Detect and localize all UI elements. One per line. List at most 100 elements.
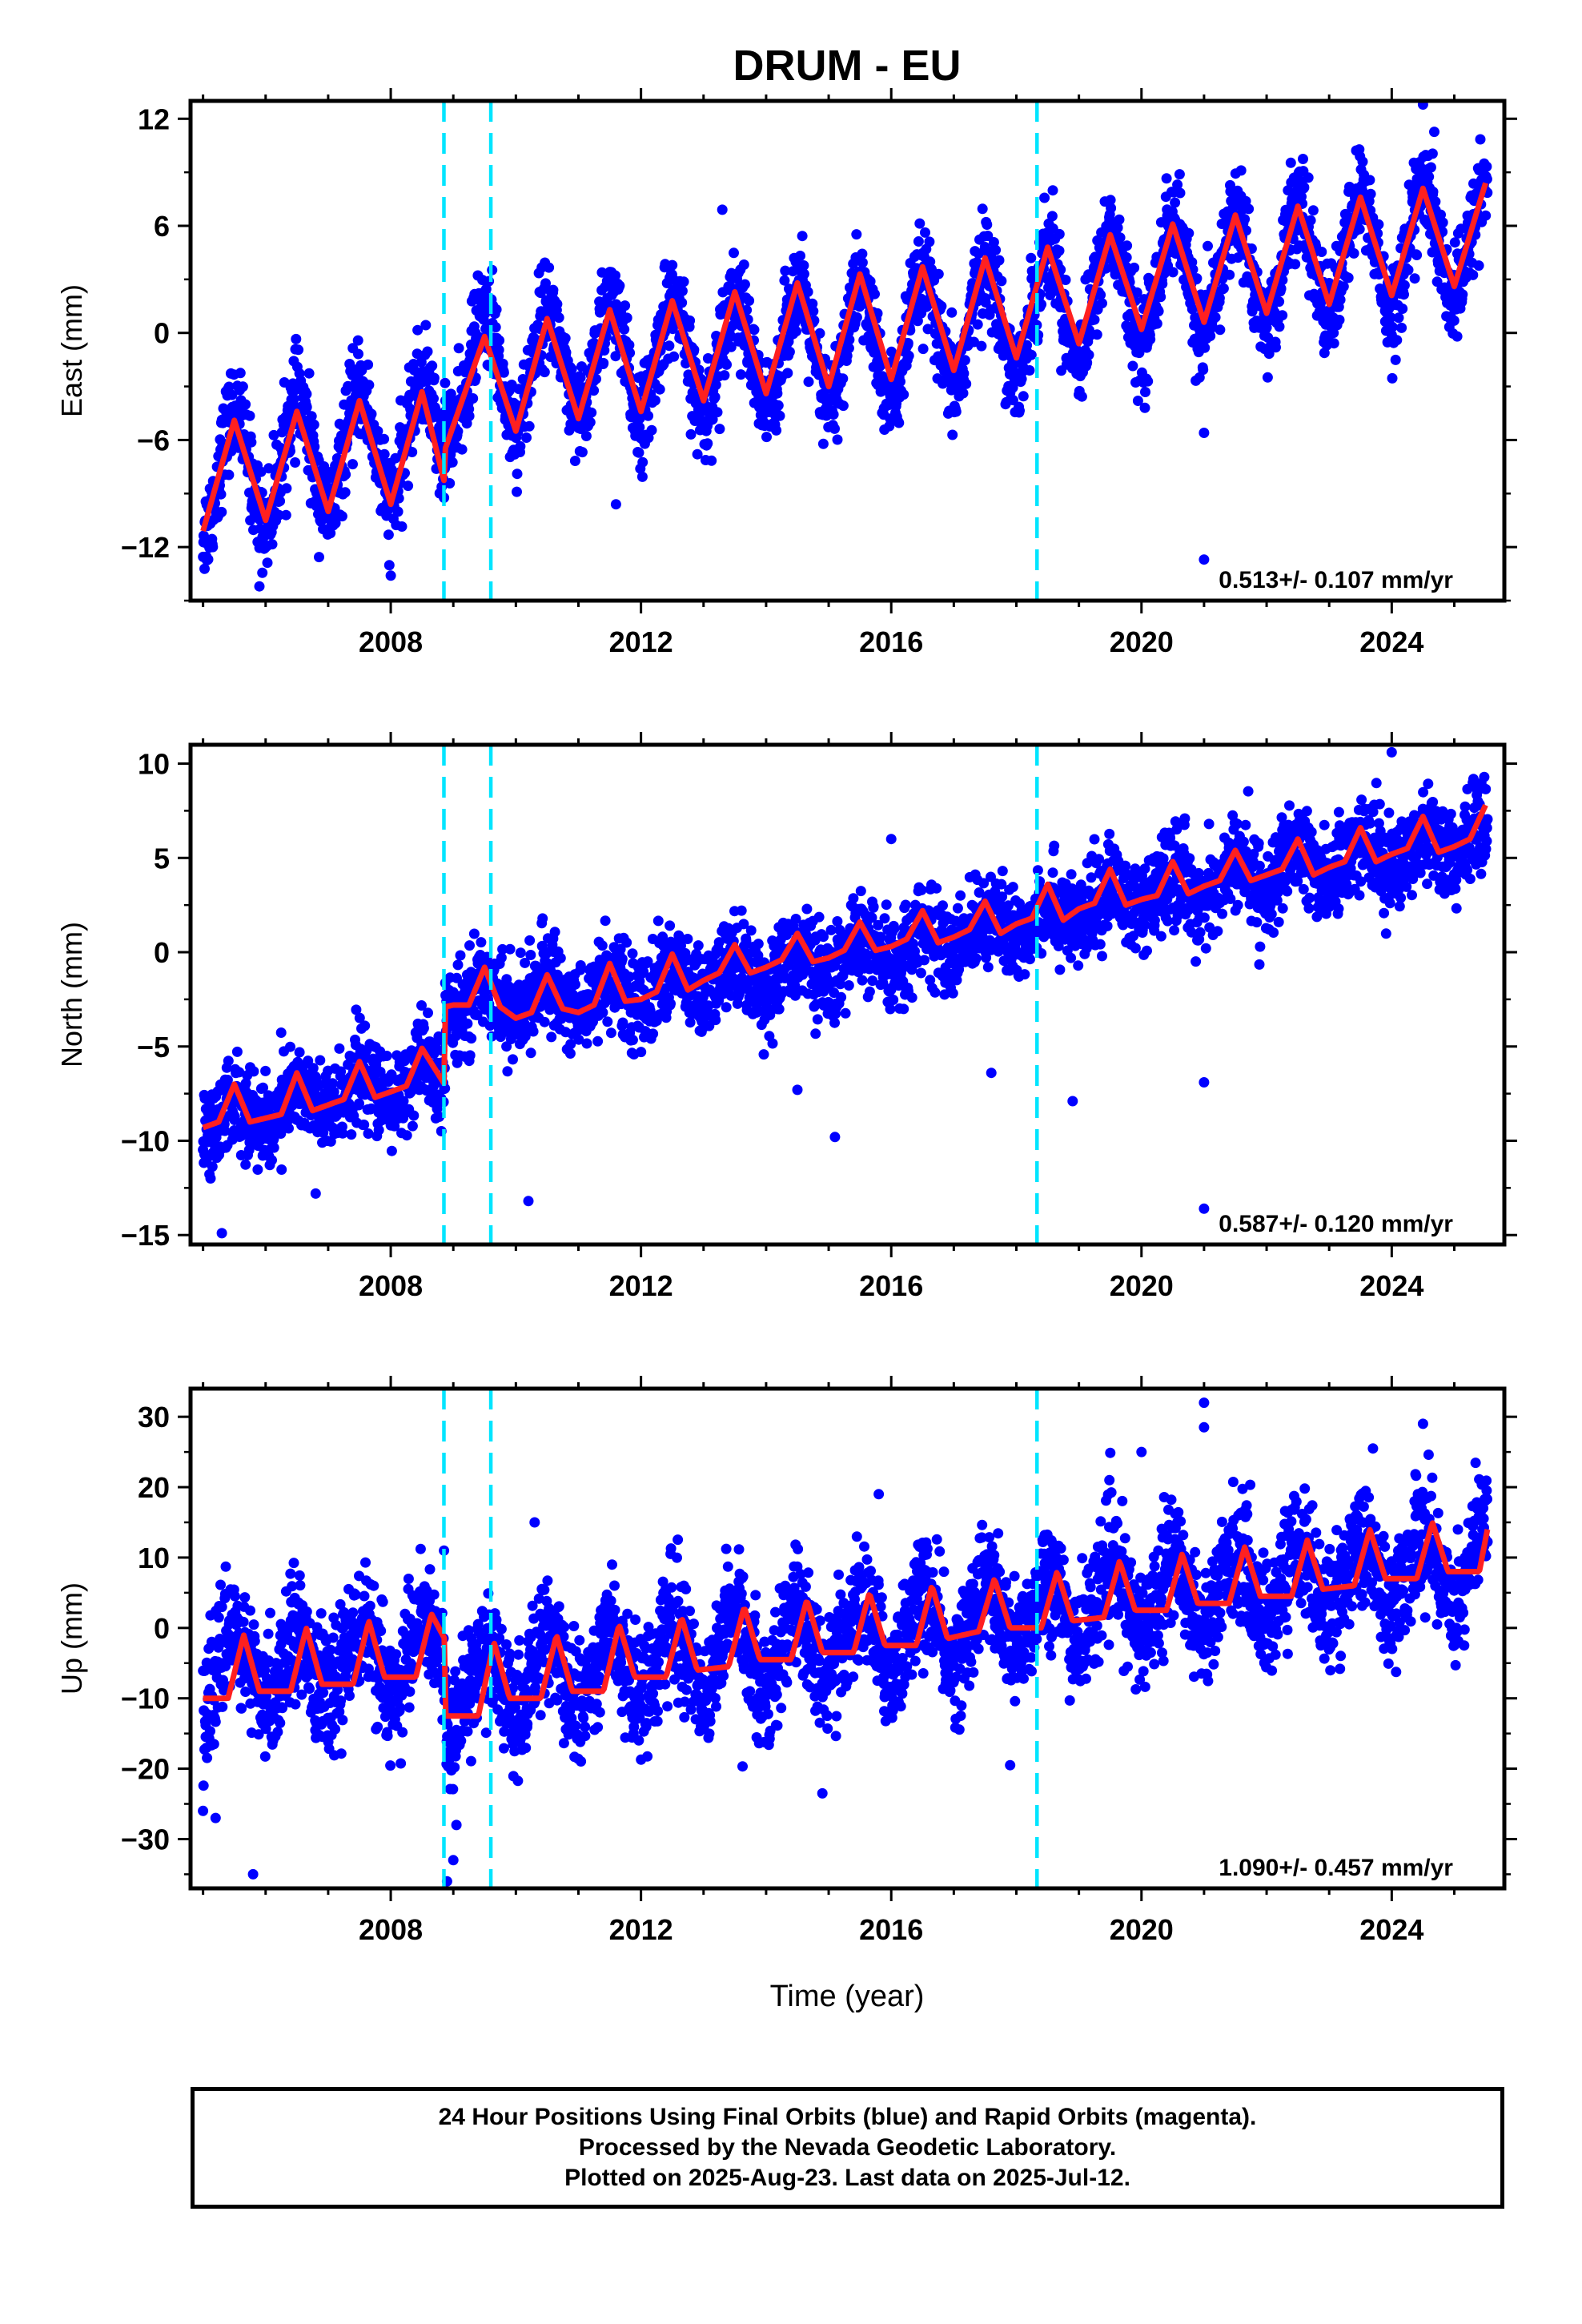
data-point <box>1475 134 1486 145</box>
data-point <box>1095 289 1106 300</box>
plot-area-north <box>198 745 1493 1244</box>
data-point <box>1299 182 1310 193</box>
data-point <box>619 324 630 335</box>
data-point <box>588 385 600 396</box>
data-point <box>1457 289 1468 300</box>
outlier-point <box>1417 101 1428 110</box>
data-point <box>434 1112 445 1122</box>
data-point <box>1112 222 1123 233</box>
data-point <box>933 268 944 279</box>
data-point <box>346 1129 357 1140</box>
data-point <box>771 424 782 436</box>
data-point <box>982 219 993 230</box>
data-point <box>646 424 657 436</box>
data-point <box>235 368 246 379</box>
data-point <box>817 438 829 449</box>
data-point <box>1427 148 1438 159</box>
rate-label-east: 0.513+/- 0.107 mm/yr <box>1219 567 1453 593</box>
data-point <box>366 408 377 420</box>
outlier-point <box>1199 554 1210 565</box>
data-point <box>555 952 566 963</box>
data-point <box>832 434 843 445</box>
data-point <box>280 509 291 521</box>
data-point <box>396 521 408 532</box>
data-point <box>352 335 363 346</box>
data-point <box>1243 203 1255 215</box>
data-point <box>546 1031 557 1043</box>
data-point <box>1046 211 1058 222</box>
data-point <box>844 334 855 345</box>
data-point <box>621 937 632 948</box>
data-point <box>393 493 404 504</box>
data-point <box>1114 214 1125 225</box>
data-point <box>610 351 621 362</box>
data-point <box>539 367 550 378</box>
data-point <box>512 486 522 497</box>
x-tick-label: 2020 <box>1110 625 1174 658</box>
data-point <box>347 459 358 470</box>
data-point <box>1468 269 1479 280</box>
data-point <box>372 425 383 436</box>
data-point <box>643 410 654 421</box>
data-point <box>1172 179 1183 191</box>
data-point <box>525 1047 536 1059</box>
data-point <box>1174 169 1185 180</box>
data-point <box>721 359 732 370</box>
data-point <box>902 338 913 348</box>
data-point <box>452 426 464 437</box>
data-point <box>857 248 868 259</box>
data-point <box>328 1087 339 1097</box>
data-point <box>739 279 750 290</box>
data-point <box>379 448 390 460</box>
data-point <box>912 316 923 327</box>
data-point <box>633 447 644 458</box>
data-point <box>1167 267 1178 278</box>
data-point <box>268 1142 279 1153</box>
data-point <box>223 1055 234 1067</box>
data-point <box>1437 217 1448 228</box>
data-point <box>803 376 814 388</box>
data-point <box>205 1173 216 1184</box>
data-point <box>977 203 988 215</box>
data-point <box>828 409 839 420</box>
data-point <box>383 529 394 541</box>
data-point <box>898 389 909 400</box>
data-point <box>379 433 390 444</box>
data-point <box>1449 237 1460 248</box>
data-point <box>1076 391 1087 402</box>
data-point <box>440 377 451 388</box>
data-point <box>924 236 935 247</box>
data-point <box>669 351 680 362</box>
data-point <box>504 943 516 955</box>
data-point <box>798 260 809 271</box>
data-point <box>428 393 439 404</box>
data-point <box>990 244 1002 255</box>
data-point <box>851 312 862 323</box>
data-point <box>994 255 1005 266</box>
data-point <box>422 346 433 357</box>
data-point <box>260 1065 271 1076</box>
data-point <box>1026 349 1037 360</box>
data-point <box>627 948 638 959</box>
data-points-north <box>198 746 1493 1239</box>
data-point <box>624 348 636 359</box>
data-point <box>654 384 665 395</box>
data-point <box>782 368 793 379</box>
data-point <box>283 1123 294 1134</box>
data-point <box>267 1155 277 1166</box>
data-point <box>1429 127 1439 138</box>
data-point <box>920 227 930 238</box>
plot-area-east <box>198 101 1493 601</box>
data-point <box>1365 188 1376 199</box>
data-point <box>1239 214 1251 225</box>
data-point <box>1235 165 1247 176</box>
data-point <box>275 496 286 507</box>
data-point <box>616 953 628 964</box>
data-point <box>219 1125 231 1136</box>
data-point <box>581 1038 592 1049</box>
data-point <box>1399 279 1410 291</box>
data-point <box>621 312 632 324</box>
data-point <box>903 350 914 361</box>
